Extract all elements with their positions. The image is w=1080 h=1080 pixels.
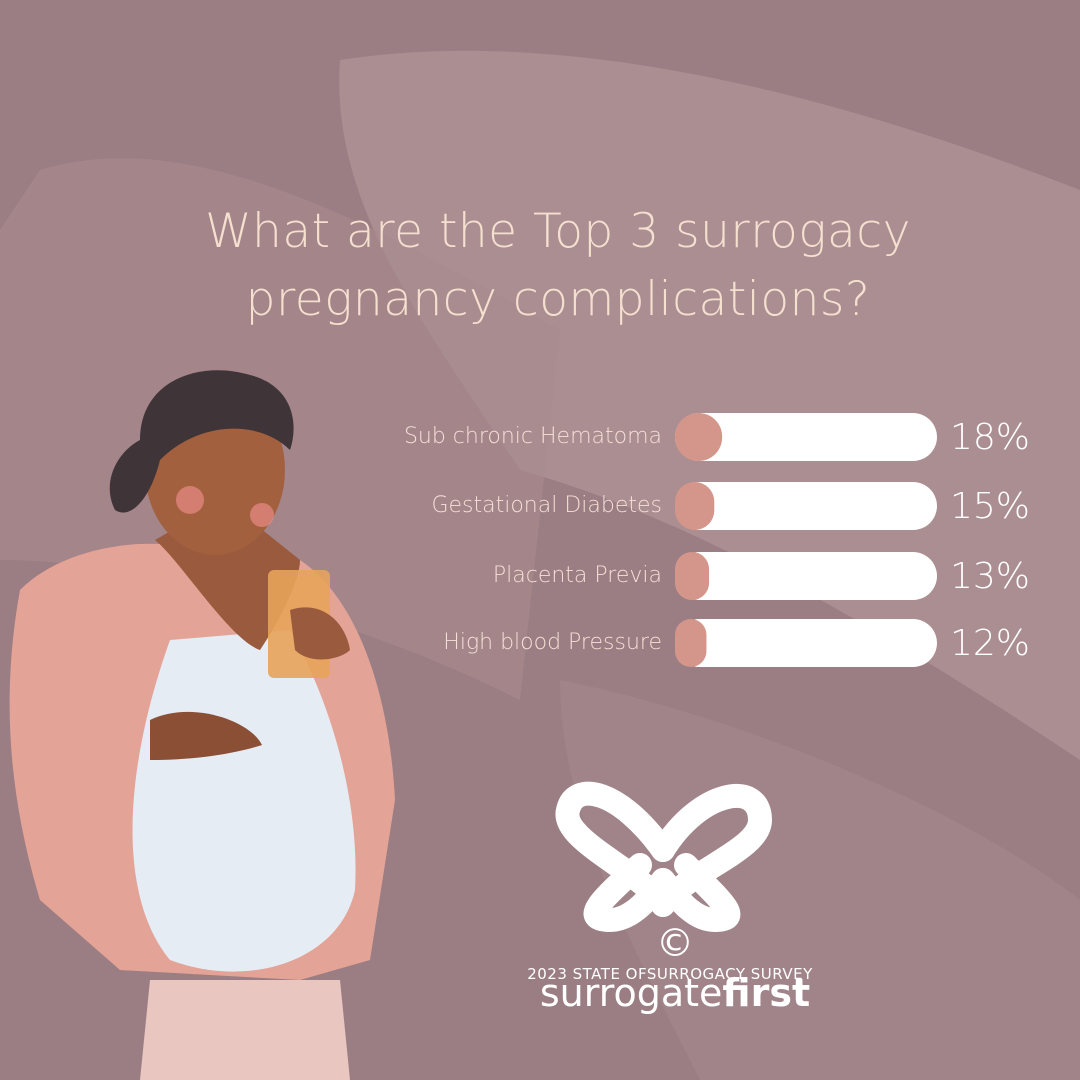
category-label: High blood Pressure xyxy=(443,630,662,655)
brand-name: © surrogatefirst xyxy=(520,918,830,1018)
bar-track xyxy=(675,482,937,530)
category-label: Placenta Previa xyxy=(493,563,662,588)
bar-track xyxy=(675,619,937,667)
survey-footer: 2023 STATE OFSURROGACY SURVEY xyxy=(527,965,813,983)
value-label: 12% xyxy=(950,623,1030,664)
copyright-symbol: © xyxy=(656,921,694,965)
bar xyxy=(675,552,710,600)
butterfly-logo xyxy=(555,781,773,933)
bar-track xyxy=(675,413,937,461)
bar xyxy=(675,619,707,667)
bar xyxy=(675,482,715,530)
value-label: 15% xyxy=(950,486,1030,527)
bar xyxy=(675,413,723,461)
brand-bold: first xyxy=(722,971,811,1015)
chart-title: What are the Top 3 surrogacy pregnancy c… xyxy=(205,204,911,327)
brand-light: surrogate xyxy=(539,971,723,1015)
value-label: 18% xyxy=(950,417,1030,458)
category-label: Sub chronic Hematoma xyxy=(404,424,662,449)
bar-track xyxy=(675,552,937,600)
illustration xyxy=(9,370,395,1080)
value-label: 13% xyxy=(950,556,1030,597)
bar-chart: Sub chronic Hematoma 18% Gestational Diabe… xyxy=(404,413,1030,667)
category-label: Gestational Diabetes xyxy=(431,493,662,518)
